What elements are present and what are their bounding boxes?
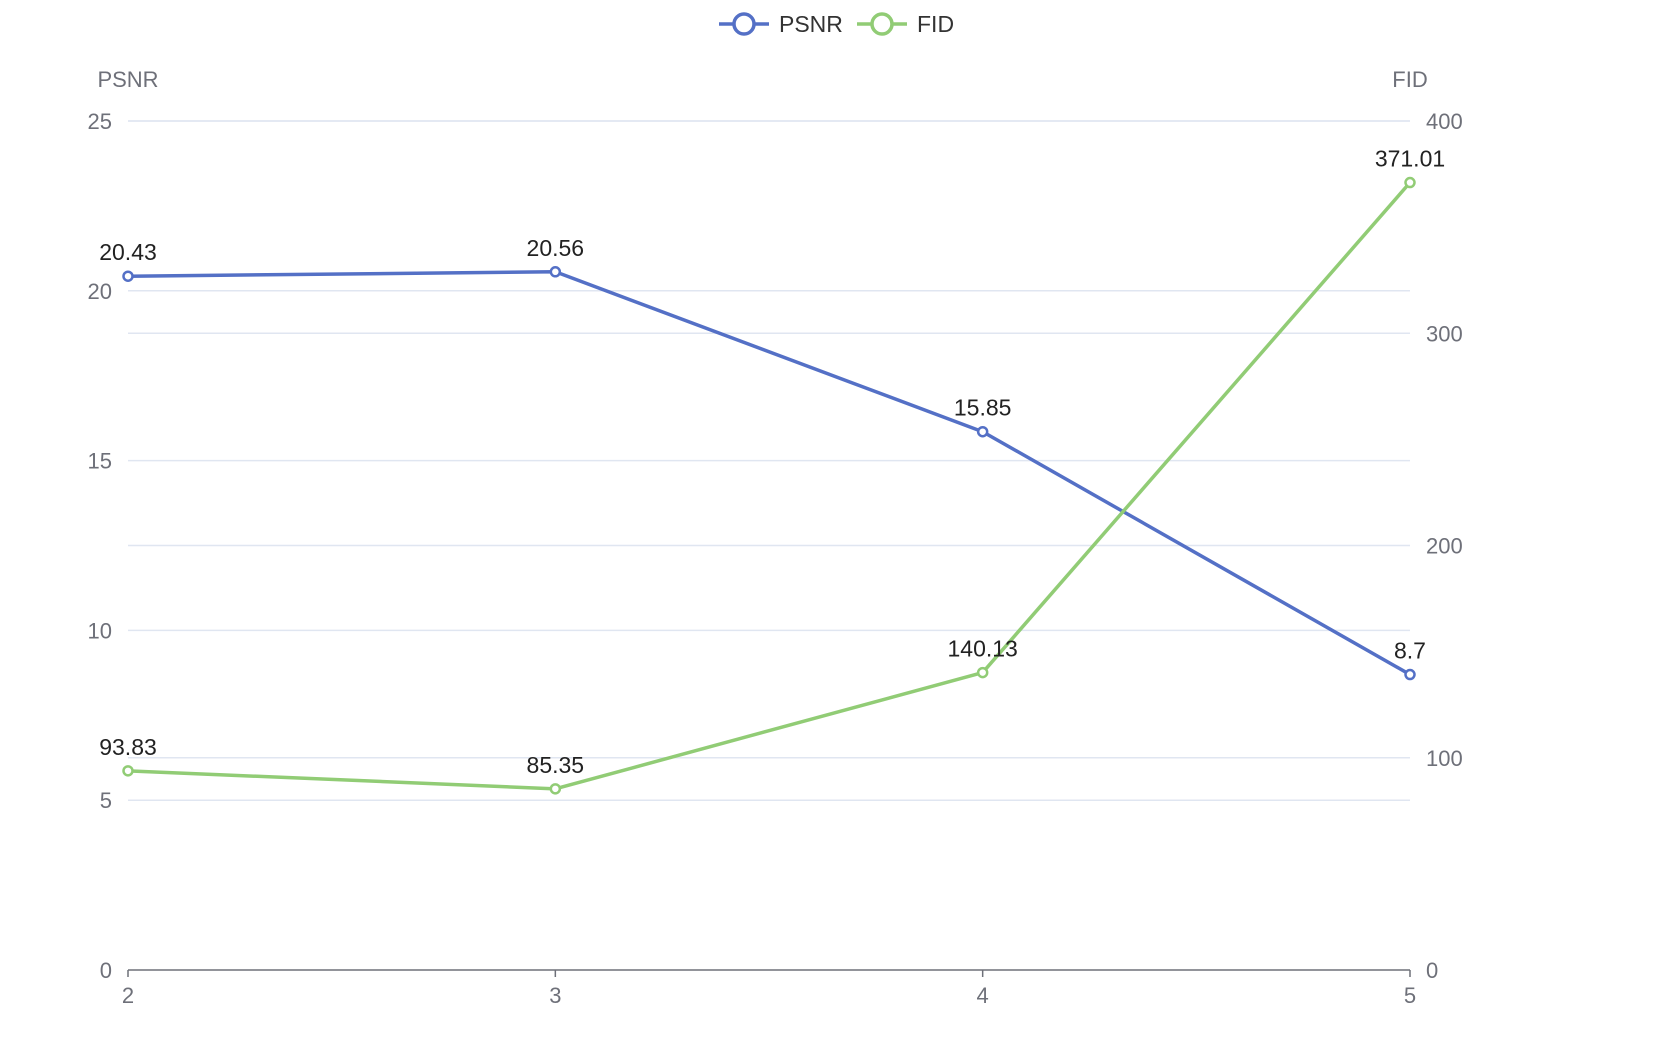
y-left-axis-name: PSNR [97, 67, 158, 92]
x-tick-label: 5 [1404, 983, 1416, 1008]
y-right-axis-ticks: 0 100 200 300 400 [1426, 109, 1463, 983]
data-point-psnr[interactable] [549, 266, 562, 278]
legend-item-fid[interactable]: FID [857, 11, 954, 37]
y-left-tick-label: 0 [100, 958, 112, 983]
series-line-psnr [127, 270, 1411, 677]
data-point-fid[interactable] [1404, 176, 1416, 189]
y-right-tick-label: 300 [1426, 321, 1463, 346]
x-tick-label: 4 [977, 983, 989, 1008]
series-line-fid [127, 181, 1412, 791]
y-right-tick-label: 100 [1426, 746, 1463, 771]
data-label-psnr: 15.85 [954, 395, 1012, 421]
data-labels: 20.43 20.56 15.85 8.7 93.83 85.35 140.13 371.01 [99, 146, 1445, 778]
legend-label: PSNR [779, 11, 843, 37]
data-label-fid: 140.13 [947, 636, 1017, 662]
y-left-tick-label: 25 [88, 109, 112, 134]
legend-label: FID [917, 11, 954, 37]
x-axis-ticks: 2 3 4 5 [122, 970, 1416, 1008]
y-right-tick-label: 400 [1426, 109, 1463, 134]
data-label-psnr: 20.43 [99, 239, 157, 265]
series-lines [122, 176, 1416, 795]
y-left-axis-ticks: 0 5 10 15 20 25 [88, 109, 112, 983]
x-tick-label: 2 [122, 983, 134, 1008]
y-left-tick-label: 15 [88, 449, 112, 474]
y-right-axis-name: FID [1392, 67, 1427, 92]
data-point-fid[interactable] [549, 783, 562, 795]
data-point-fid[interactable] [976, 666, 989, 679]
legend-circle-icon [732, 12, 756, 36]
data-label-fid: 93.83 [99, 734, 157, 760]
y-left-tick-label: 5 [100, 788, 112, 813]
data-label-fid: 85.35 [527, 752, 585, 778]
data-label-psnr: 20.56 [527, 235, 585, 261]
data-point-psnr[interactable] [122, 270, 134, 282]
data-label-psnr: 8.7 [1394, 638, 1426, 664]
y-right-tick-label: 0 [1426, 958, 1438, 983]
legend-item-psnr[interactable]: PSNR [719, 11, 843, 37]
x-tick-label: 3 [549, 983, 561, 1008]
y-left-tick-label: 20 [88, 279, 112, 304]
data-label-fid: 371.01 [1375, 146, 1445, 172]
data-point-psnr[interactable] [976, 425, 989, 438]
legend[interactable]: PSNR FID [719, 11, 954, 37]
data-point-fid[interactable] [122, 765, 134, 777]
legend-circle-icon [870, 12, 894, 36]
y-right-tick-label: 200 [1426, 534, 1463, 559]
data-point-psnr[interactable] [1404, 668, 1416, 681]
grid-lines [128, 120, 1410, 801]
y-left-tick-label: 10 [88, 618, 112, 643]
